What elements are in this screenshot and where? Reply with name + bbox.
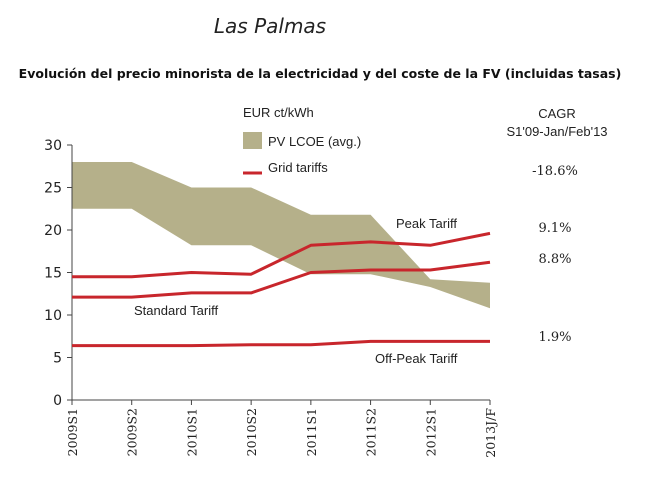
x-tick-label: 2011S2 <box>364 408 379 456</box>
y-axis-unit-label: EUR ct/kWh <box>243 105 314 120</box>
y-tick-label: 25 <box>44 181 62 197</box>
x-tick-label: 2010S1 <box>184 408 199 456</box>
series-label: Off-Peak Tariff <box>375 351 458 366</box>
legend-band-label: PV LCOE (avg.) <box>268 134 361 149</box>
x-tick-label: 2011S1 <box>304 408 319 456</box>
y-tick-label: 20 <box>44 223 62 239</box>
legend-band-swatch <box>243 132 262 149</box>
pv-lcoe-band <box>72 162 490 309</box>
plot-area: 0 5 10 15 20 25 30 2009S1 2009S2 2010S1 2010S2 2011… <box>44 138 571 458</box>
series-label: Standard Tariff <box>134 303 218 318</box>
series-line <box>72 231 491 279</box>
cagr-pv: -18.6% <box>532 164 578 179</box>
chart-subtitle: Evolución del precio minorista de la ele… <box>19 66 622 81</box>
series-cagr: 1.9% <box>538 330 571 345</box>
x-tick-label: 2009S1 <box>65 408 80 456</box>
series-cagr: 9.1% <box>538 221 571 236</box>
y-tick-label: 30 <box>44 138 62 154</box>
legend-line-label: Grid tariffs <box>268 160 328 175</box>
series-line <box>72 339 490 348</box>
x-tick-label: 2009S2 <box>125 408 140 456</box>
series-label: Peak Tariff <box>396 216 457 231</box>
cagr-header-line2: S1'09-Jan/Feb'13 <box>506 124 607 139</box>
chart-title: Las Palmas <box>214 14 326 38</box>
series-line <box>72 260 491 299</box>
x-tick-label: 2013J/F <box>483 408 498 458</box>
x-tick-label: 2012S1 <box>423 408 438 456</box>
cagr-header-line1: CAGR <box>538 106 576 121</box>
y-tick-label: 15 <box>44 266 62 282</box>
y-tick-label: 10 <box>44 308 62 324</box>
y-tick-label: 5 <box>53 351 62 367</box>
y-tick-label: 0 <box>53 393 62 409</box>
x-tick-label: 2010S2 <box>244 408 259 456</box>
series-cagr: 8.8% <box>538 252 571 267</box>
